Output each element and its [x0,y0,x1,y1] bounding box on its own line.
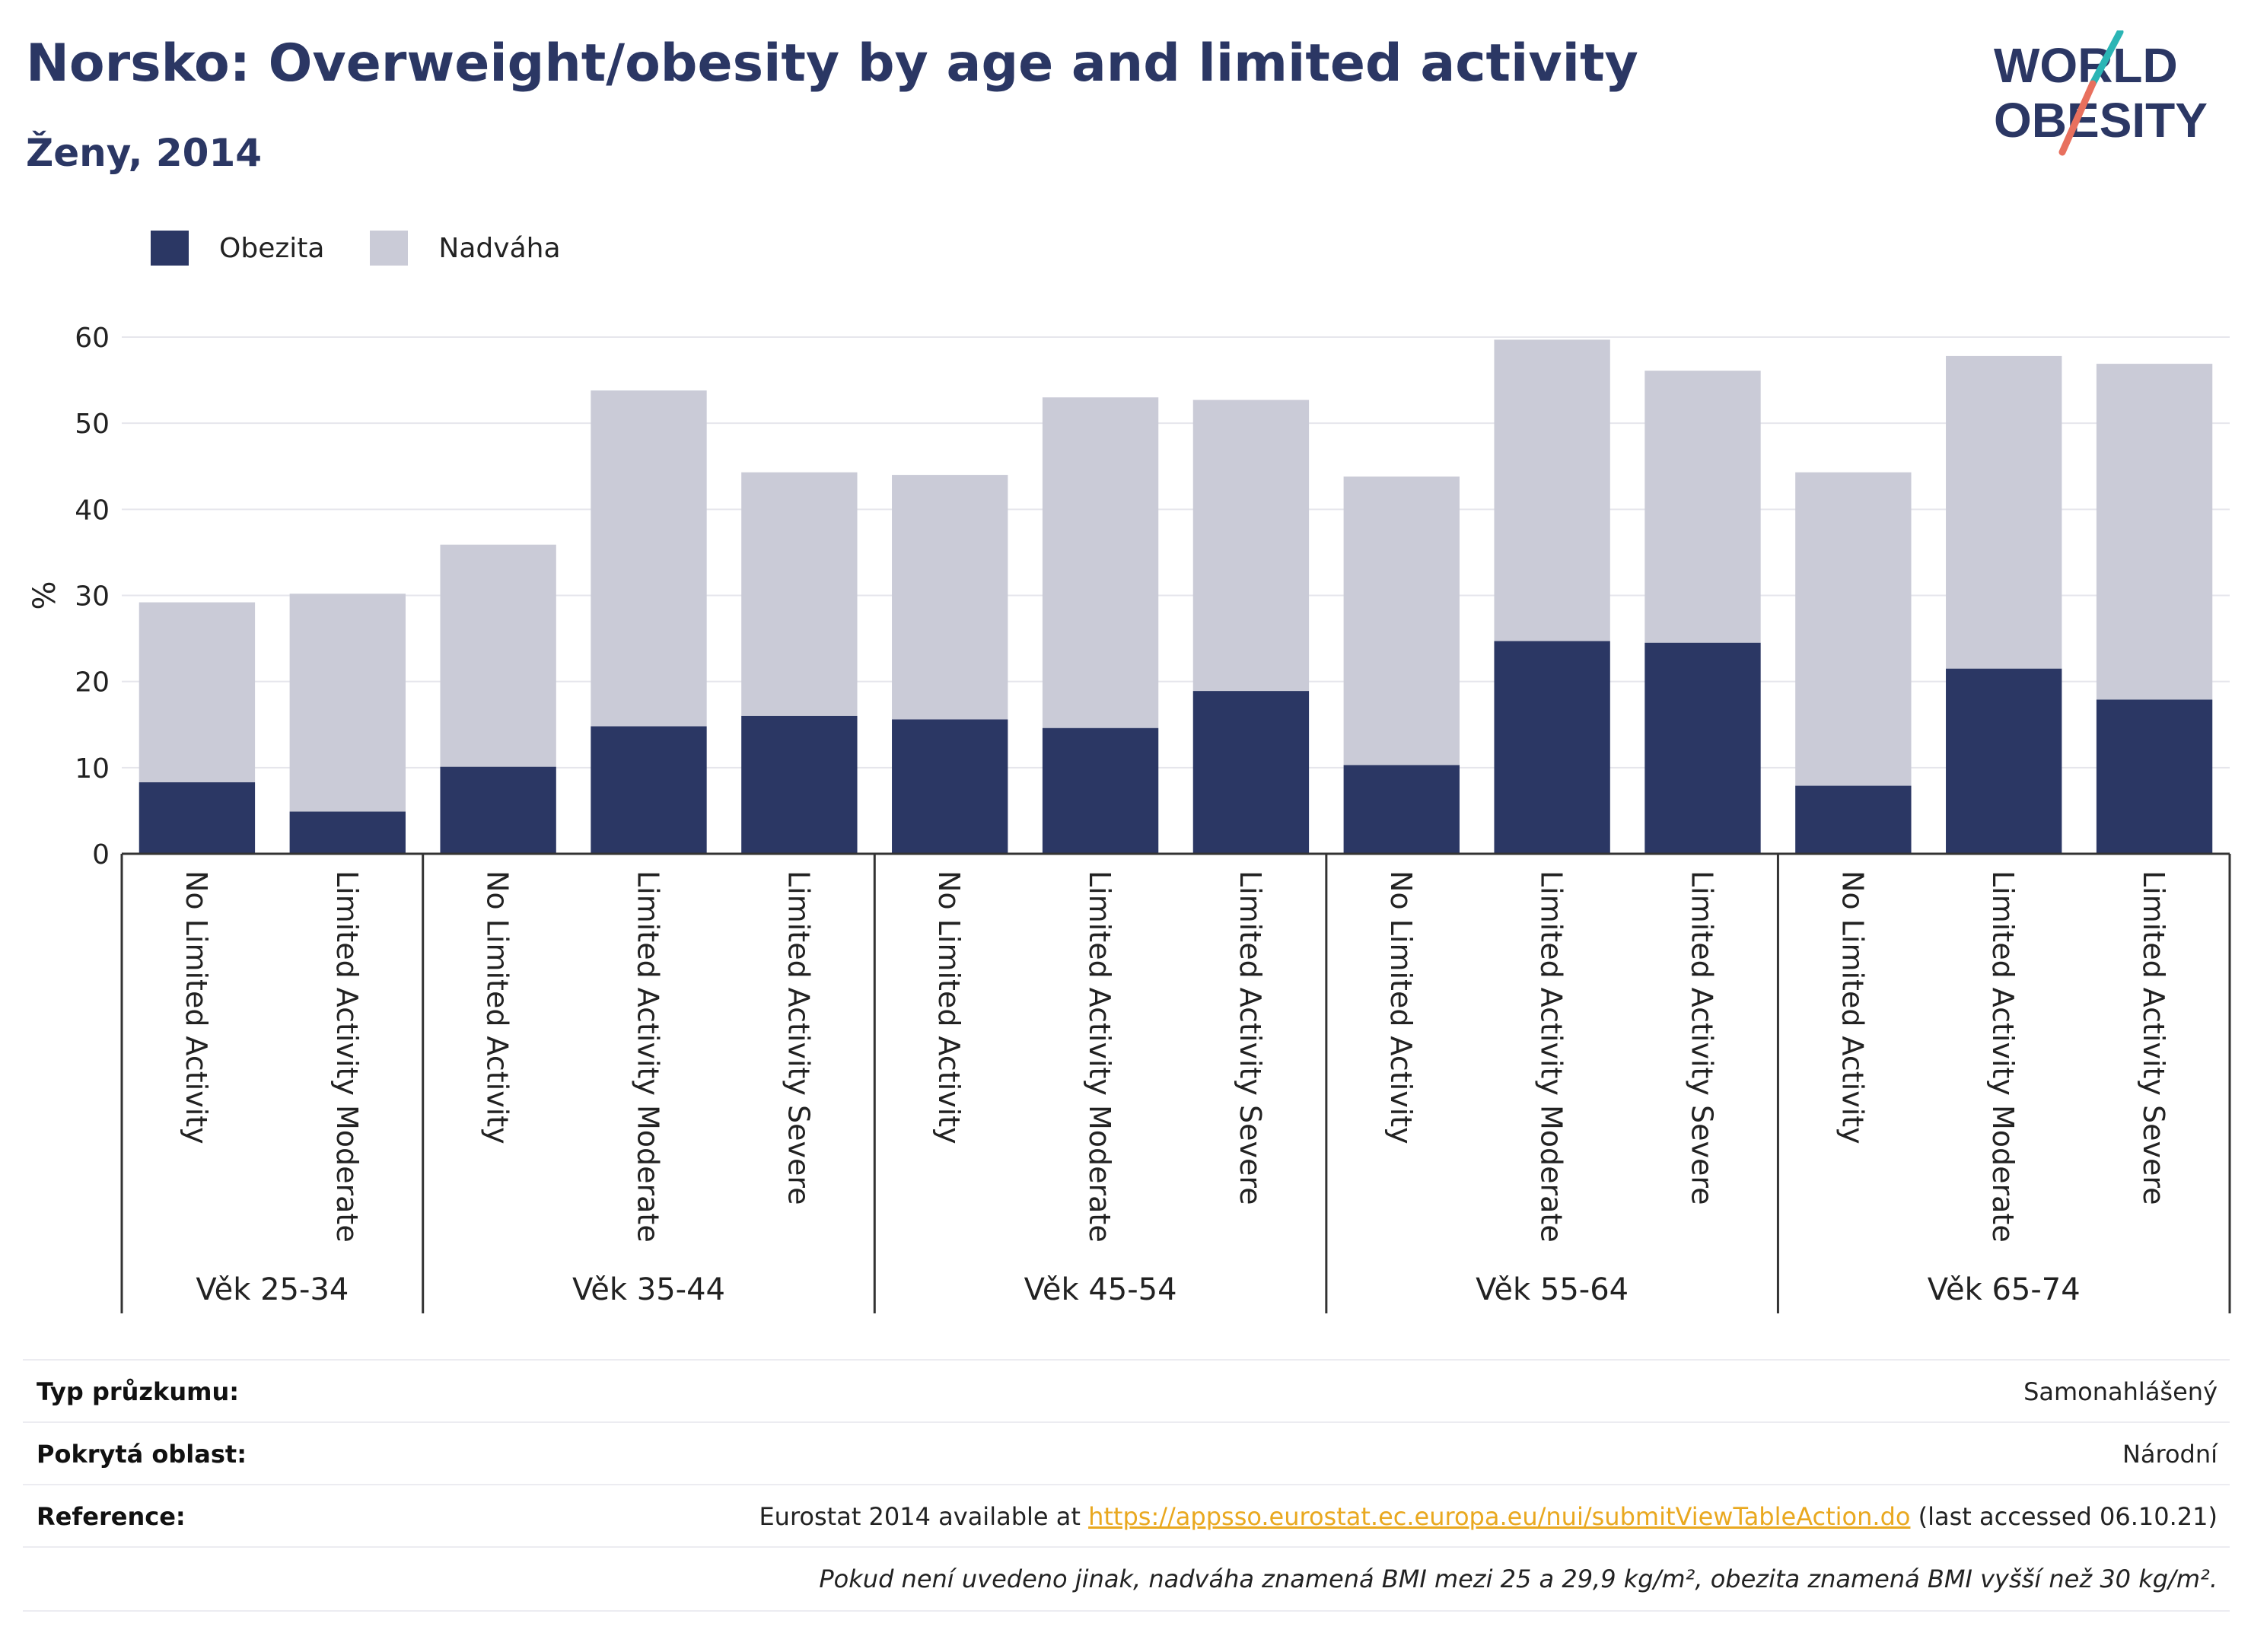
group-label: Věk 35-44 [572,1272,725,1307]
x-tick-label: Limited Activity Severe [1686,871,1719,1205]
reference-value: Eurostat 2014 available at https://appss… [759,1502,2218,1531]
bar-obesity[interactable] [1494,641,1610,854]
x-tick-label: Limited Activity Moderate [632,871,665,1243]
x-tick-label: No Limited Activity [481,871,514,1144]
bar-overweight[interactable] [1494,339,1610,641]
bar-obesity[interactable] [138,782,256,854]
reference-label: Reference: [37,1502,186,1531]
bar-overweight[interactable] [1042,397,1159,728]
bar-obesity[interactable] [1795,785,1912,854]
x-tick-label: No Limited Activity [1836,871,1869,1144]
reference-link[interactable]: https://appsso.eurostat.ec.europa.eu/nui… [1088,1502,1911,1531]
legend-label-overweight: Nadváha [438,232,561,264]
area-covered-value: Národní [2122,1440,2218,1469]
info-row-area: Pokrytá oblast: Národní [23,1421,2230,1485]
area-covered-label: Pokrytá oblast: [37,1440,247,1469]
bar-overweight[interactable] [138,602,256,783]
bar-obesity[interactable] [289,811,406,854]
bar-overweight[interactable] [591,390,707,727]
legend-item-obesity[interactable]: Obezita [151,231,324,266]
bar-obesity[interactable] [2096,699,2213,854]
legend-item-overweight[interactable]: Nadváha [370,231,561,266]
bar-obesity[interactable] [1343,765,1460,854]
page-title: Norsko: Overweight/obesity by age and li… [26,33,1638,94]
info-row-survey: Typ průzkumu: Samonahlášený [23,1359,2230,1423]
y-tick-label: 10 [75,753,110,785]
group-label: Věk 65-74 [1928,1272,2081,1307]
bar-overweight[interactable] [1946,355,2062,669]
chart-legend: Obezita Nadváha [151,228,607,268]
legend-label-obesity: Obezita [219,232,325,264]
reference-prefix: Eurostat 2014 available at [759,1502,1081,1531]
bar-overweight[interactable] [1795,472,1912,786]
page-subtitle: Ženy, 2014 [26,131,263,175]
y-tick-label: 40 [75,495,110,526]
bar-overweight[interactable] [289,594,406,812]
bar-obesity[interactable] [1042,727,1159,854]
bar-obesity[interactable] [591,726,707,854]
legend-swatch-obesity [151,231,189,266]
bar-obesity[interactable] [741,715,858,854]
x-tick-label: Limited Activity Moderate [1986,871,2020,1243]
x-tick-label: No Limited Activity [1384,871,1418,1144]
bar-obesity[interactable] [892,719,1008,854]
group-label: Věk 55-64 [1476,1272,1629,1307]
bar-overweight[interactable] [1644,371,1761,643]
logo-text-world: WORLD [1994,38,2178,93]
info-row-reference: Reference: Eurostat 2014 available at ht… [23,1484,2230,1548]
bar-obesity[interactable] [440,766,556,854]
y-axis-label: % [27,581,62,610]
x-tick-label: Limited Activity Severe [2137,871,2170,1205]
group-label: Věk 25-34 [196,1272,349,1307]
x-tick-label: No Limited Activity [180,871,213,1144]
world-obesity-logo: WORLD OBESITY [1994,30,2208,156]
survey-type-label: Typ průzkumu: [37,1377,240,1406]
y-tick-label: 30 [75,581,110,613]
info-row-note: Pokud není uvedeno jinak, nadváha znamen… [23,1546,2230,1612]
bar-overweight[interactable] [440,544,556,767]
x-tick-label: Limited Activity Severe [782,871,815,1205]
logo-text-obesity: OBESITY [1994,93,2208,148]
y-tick-label: 0 [92,839,110,871]
y-tick-label: 60 [75,323,110,354]
reference-suffix: (last accessed 06.10.21) [1918,1502,2218,1531]
bar-overweight[interactable] [892,475,1008,720]
y-tick-label: 20 [75,667,110,699]
bar-overweight[interactable] [1343,476,1460,766]
y-tick-label: 50 [75,409,110,440]
x-tick-label: Limited Activity Moderate [1083,871,1116,1243]
x-tick-label: Limited Activity Severe [1234,871,1267,1205]
bar-obesity[interactable] [1644,642,1761,854]
legend-swatch-overweight [370,231,409,266]
bar-obesity[interactable] [1192,691,1310,854]
stacked-bar-chart: 0 10 20 30 40 50 60% No Limited Activity Limited… [27,323,2231,1313]
bar-overweight[interactable] [741,472,858,716]
bmi-note: Pokud není uvedeno jinak, nadváha znamen… [819,1564,2218,1593]
x-tick-label: Limited Activity Moderate [1535,871,1568,1243]
survey-type-value: Samonahlášený [2023,1377,2218,1406]
bar-obesity[interactable] [1946,668,2062,854]
x-tick-label: Limited Activity Moderate [330,871,364,1243]
x-tick-label: No Limited Activity [932,871,966,1144]
group-label: Věk 45-54 [1024,1272,1177,1307]
bar-overweight[interactable] [1192,399,1310,692]
bar-overweight[interactable] [2096,364,2213,700]
